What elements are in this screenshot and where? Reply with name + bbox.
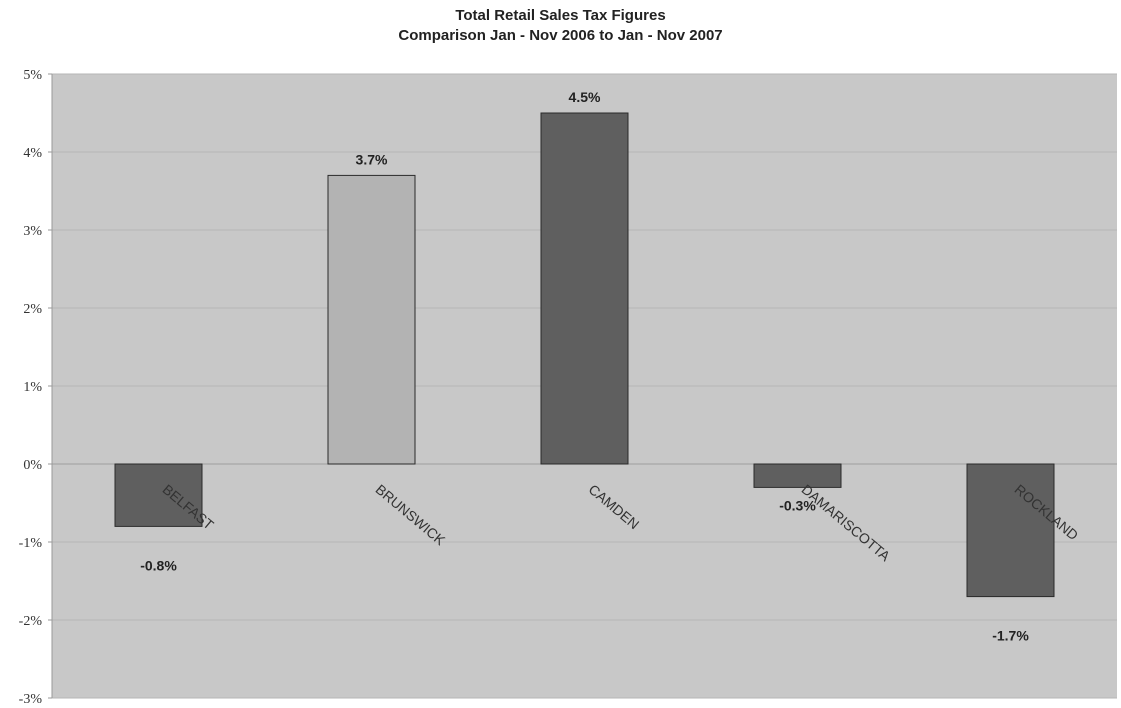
data-label: 4.5% <box>569 89 601 105</box>
chart-title: Total Retail Sales Tax Figures Compariso… <box>0 6 1121 46</box>
y-tick-label: 4% <box>23 146 42 161</box>
y-tick-label: 1% <box>23 380 42 395</box>
chart-subtitle-line: Comparison Jan - Nov 2006 to Jan - Nov 2… <box>398 27 723 44</box>
y-tick-label: -3% <box>19 692 43 707</box>
bars <box>114 112 1055 598</box>
y-tick-label: -1% <box>19 536 43 551</box>
data-label: 3.7% <box>356 151 388 167</box>
y-tick-label: 2% <box>23 302 42 317</box>
y-tick-label: 5% <box>23 68 42 83</box>
y-axis: 5% 4% 3% 2% 1% 0% -1% -2% -3% <box>19 68 53 707</box>
y-tick-label: -2% <box>19 614 43 629</box>
bar <box>540 112 629 465</box>
y-tick-label: 3% <box>23 224 42 239</box>
data-label: -0.3% <box>779 497 816 513</box>
y-tick-label: 0% <box>23 458 42 473</box>
bar <box>327 174 416 465</box>
bar <box>753 463 842 488</box>
bar <box>114 463 203 527</box>
data-label: -1.7% <box>992 628 1029 644</box>
data-label: -0.8% <box>140 557 177 573</box>
chart-title-line: Total Retail Sales Tax Figures <box>455 7 666 24</box>
bar <box>966 463 1055 598</box>
